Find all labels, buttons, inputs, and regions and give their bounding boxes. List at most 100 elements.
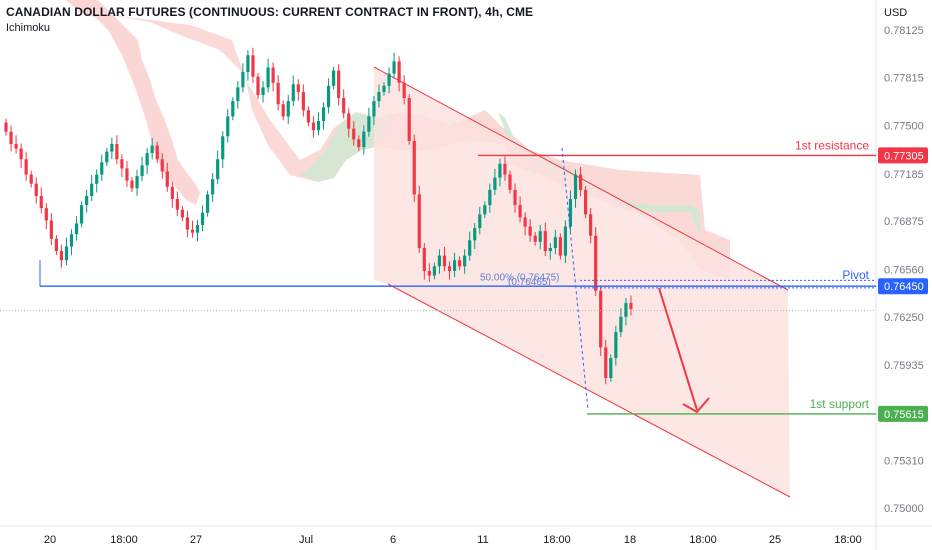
price-tick: 0.76875	[884, 216, 924, 228]
forecast-arrow-line	[658, 287, 698, 411]
candle-body	[291, 84, 295, 102]
candle-body	[528, 226, 532, 236]
time-tick: 18:00	[834, 534, 862, 546]
candle-body	[619, 316, 623, 333]
candle-body	[614, 332, 618, 359]
candle-body	[407, 98, 411, 141]
candle-body	[321, 107, 326, 122]
candle-body	[130, 180, 134, 189]
candle-body	[155, 145, 159, 160]
candle-body	[498, 163, 502, 178]
candle-body	[347, 113, 351, 129]
candle-body	[185, 217, 190, 230]
candle-body	[458, 260, 462, 267]
fib-label-2: (0.76465)	[508, 277, 551, 288]
candle-body	[483, 205, 487, 215]
candle-body	[473, 228, 477, 241]
candle-body	[362, 131, 366, 148]
candle-body	[180, 209, 184, 218]
candle-body	[357, 139, 361, 148]
time-tick: 11	[477, 534, 488, 546]
candle-body	[206, 194, 210, 213]
candle-body	[200, 212, 205, 226]
candle-body	[599, 290, 603, 348]
price-tick: 0.75000	[884, 503, 924, 515]
candle-body	[372, 101, 376, 117]
candle-body	[594, 235, 598, 291]
candle-body	[584, 189, 588, 215]
forecast-arrow-head	[682, 397, 710, 414]
candle-body	[417, 194, 421, 248]
candle-body	[221, 136, 225, 160]
candle-body	[281, 104, 285, 117]
candle-body	[342, 98, 346, 114]
candle-body	[503, 163, 507, 175]
time-tick: 25	[769, 534, 781, 546]
level-lines	[0, 147, 876, 415]
candle-body	[442, 255, 447, 267]
pivot-price-tag-bg	[878, 278, 928, 295]
candle-body	[568, 199, 573, 227]
candle-body	[573, 174, 578, 200]
indicator-label[interactable]: Ichimoku	[6, 22, 51, 34]
price-tick: 0.77815	[884, 72, 924, 84]
candle-body	[59, 251, 64, 261]
candle-body	[241, 72, 245, 88]
candle-body	[256, 76, 260, 96]
candle-body	[332, 70, 336, 86]
candle-body	[578, 174, 583, 190]
candlestick-series	[4, 47, 633, 385]
candle-body	[478, 214, 482, 229]
candle-body	[170, 186, 174, 200]
candle-body	[226, 116, 230, 137]
candle-body	[80, 205, 84, 224]
resistance-price-tag-bg	[878, 147, 928, 164]
candle-body	[195, 225, 200, 233]
candle-body	[44, 208, 48, 221]
candle-body	[493, 177, 497, 190]
candle-body	[311, 122, 316, 131]
candle-body	[337, 70, 341, 99]
candle-body	[352, 128, 356, 140]
candle-body	[326, 85, 331, 108]
candle-body	[387, 73, 391, 86]
price-tick: 0.77500	[884, 121, 924, 133]
candle-body	[135, 176, 139, 189]
time-tick: 18:00	[689, 534, 717, 546]
channel-lower-line	[387, 283, 791, 498]
candle-body	[276, 82, 280, 105]
price-axis: USD 0.78125 0.77815 0.77500 0.77185 0.76875 0.…	[878, 7, 928, 515]
fib-diagonal	[561, 147, 589, 411]
currency-label: USD	[884, 7, 907, 19]
candle-body	[513, 189, 517, 206]
candle-body	[105, 151, 109, 163]
candle-body	[447, 266, 452, 271]
candle-body	[266, 67, 270, 88]
time-tick: 27	[190, 534, 202, 546]
candle-body	[150, 145, 154, 154]
pivot-label: Pivot	[842, 268, 869, 282]
candle-body	[533, 235, 537, 242]
resistance-price-tag: 0.77305	[884, 150, 924, 162]
candle-body	[261, 87, 265, 96]
descending-channel	[373, 66, 791, 498]
candle-body	[553, 237, 557, 248]
candle-body	[538, 231, 542, 242]
candle-body	[246, 55, 250, 73]
price-tick: 0.77185	[884, 169, 924, 181]
candle-body	[85, 195, 89, 206]
resistance-label: 1st resistance	[795, 138, 869, 152]
candle-body	[29, 174, 33, 184]
candle-body	[296, 84, 300, 92]
candle-body	[110, 143, 114, 152]
candle-body	[397, 61, 401, 83]
candle-body	[145, 153, 149, 166]
time-tick: 18	[624, 534, 636, 546]
candle-body	[64, 246, 69, 261]
cloud-segment	[66, 0, 200, 205]
candle-body	[19, 148, 23, 160]
candle-body	[95, 174, 99, 184]
candle-body	[115, 143, 119, 160]
candle-body	[251, 55, 255, 77]
